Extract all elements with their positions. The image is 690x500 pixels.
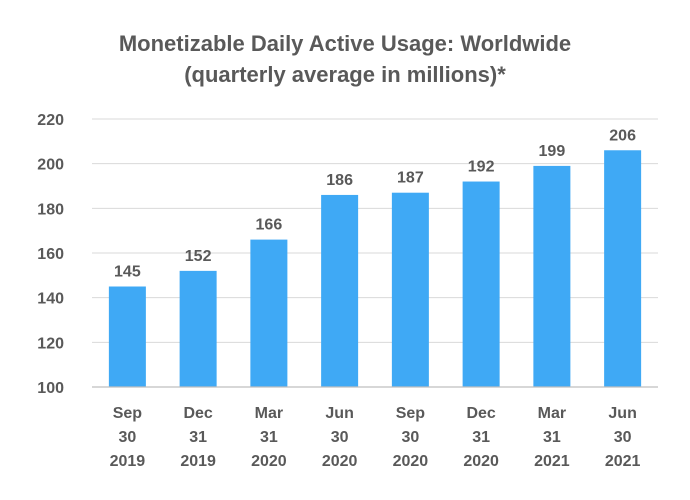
x-tick-label: Jun xyxy=(608,405,636,422)
x-tick-label: Dec xyxy=(466,405,495,422)
x-tick-label: 31 xyxy=(260,429,278,446)
x-tick-label: 2020 xyxy=(463,453,499,470)
bar xyxy=(462,181,500,387)
y-tick-label: 120 xyxy=(37,335,64,352)
x-tick-label: 31 xyxy=(543,429,561,446)
bar xyxy=(321,194,359,387)
x-tick-label: Jun xyxy=(325,405,353,422)
y-tick-label: 220 xyxy=(37,112,64,129)
x-tick-label: 2020 xyxy=(251,453,287,470)
x-tick-label: Mar xyxy=(538,405,566,422)
gridlines xyxy=(92,118,658,343)
bar xyxy=(391,192,429,387)
data-label: 187 xyxy=(397,170,424,187)
x-tick-label: 30 xyxy=(401,429,419,446)
data-label: 152 xyxy=(185,248,212,265)
chart-subtitle: (quarterly average in millions)* xyxy=(184,62,506,87)
data-label: 145 xyxy=(114,264,141,281)
bars xyxy=(108,150,642,387)
y-axis-tick-labels: 100 120 140 160 180 200 220 xyxy=(37,112,64,397)
bar xyxy=(179,270,217,387)
bar xyxy=(250,239,288,387)
x-tick-label: 30 xyxy=(614,429,632,446)
bar xyxy=(604,150,642,387)
y-tick-label: 200 xyxy=(37,157,64,174)
x-axis: Sep 30 2019 Dec 31 2019 Mar 31 2020 Jun 30 2020 Sep 3… xyxy=(92,386,658,470)
bar xyxy=(108,286,146,387)
data-label: 192 xyxy=(468,159,495,176)
x-tick-label: 2019 xyxy=(180,453,216,470)
y-tick-label: 140 xyxy=(37,291,64,308)
data-label: 166 xyxy=(256,217,283,234)
x-tick-label: 2021 xyxy=(605,453,641,470)
x-tick-label: 2021 xyxy=(534,453,570,470)
x-tick-label: 31 xyxy=(189,429,207,446)
chart-title-block: Monetizable Daily Active Usage: Worldwid… xyxy=(0,28,690,90)
chart-title: Monetizable Daily Active Usage: Worldwid… xyxy=(118,31,572,56)
x-tick-label: Dec xyxy=(183,405,212,422)
data-label: 206 xyxy=(609,127,636,144)
data-label: 186 xyxy=(326,172,353,189)
x-tick-label: 2020 xyxy=(322,453,358,470)
x-tick-label: 31 xyxy=(472,429,490,446)
y-tick-label: 100 xyxy=(37,380,64,397)
x-tick-label: 30 xyxy=(118,429,136,446)
x-tick-label: Mar xyxy=(255,405,283,422)
x-tick-label: 2019 xyxy=(110,453,146,470)
x-tick-label: Sep xyxy=(396,405,426,422)
x-tick-label: 30 xyxy=(331,429,349,446)
x-tick-label: 2020 xyxy=(393,453,429,470)
x-tick-label: Sep xyxy=(113,405,143,422)
data-labels: 145 152 166 186 187 192 199 206 xyxy=(114,127,636,280)
y-tick-label: 160 xyxy=(37,246,64,263)
bar xyxy=(533,165,571,387)
y-tick-label: 180 xyxy=(37,201,64,218)
data-label: 199 xyxy=(539,143,566,160)
